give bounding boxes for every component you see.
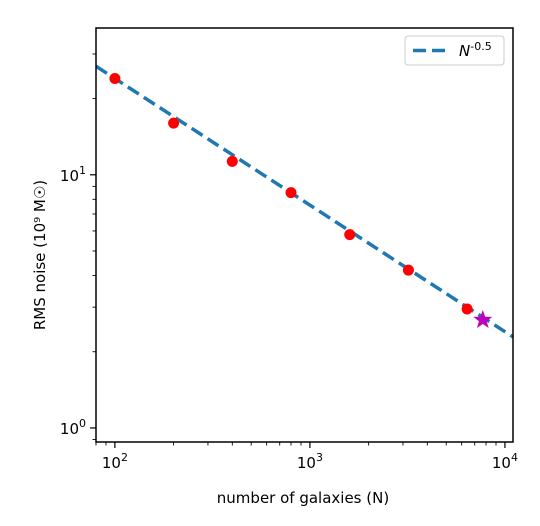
legend-label: N-0.5 xyxy=(459,40,492,60)
data-point-5 xyxy=(344,229,356,241)
data-point-6 xyxy=(402,264,414,276)
legend-box xyxy=(404,35,505,66)
plot-content xyxy=(96,64,513,339)
data-point-1 xyxy=(109,73,121,85)
y-axis-label: RMS noise (10⁹ M☉) xyxy=(31,180,49,330)
x-tick-label-3: 104 xyxy=(492,451,518,472)
data-point-7 xyxy=(461,303,473,315)
fit-line xyxy=(96,64,513,339)
y-tick-label-2: 101 xyxy=(60,164,86,185)
plot-area xyxy=(96,64,513,339)
star-marker xyxy=(473,309,493,329)
axes: 102 103 104 100 101 xyxy=(60,27,518,472)
x-axis-label: number of galaxies (N) xyxy=(217,489,389,507)
legend: N-0.5 xyxy=(404,35,505,66)
x-tick-label-1: 102 xyxy=(102,451,128,472)
data-point-3 xyxy=(226,155,238,167)
data-point-4 xyxy=(285,187,297,199)
y-tick-label-1: 100 xyxy=(60,417,86,438)
data-point-2 xyxy=(168,117,180,129)
x-tick-label-2: 103 xyxy=(297,451,323,472)
axes-frame xyxy=(95,27,514,443)
